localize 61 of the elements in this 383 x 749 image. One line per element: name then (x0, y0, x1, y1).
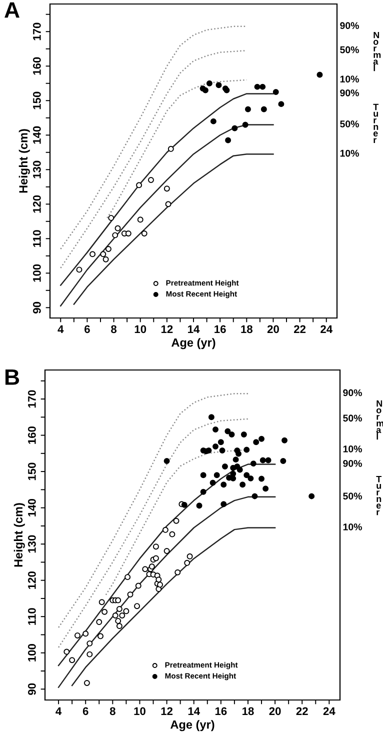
text: 90% (343, 460, 362, 467)
y-tick-label: 130 (32, 160, 41, 178)
x-tick-label: 24 (323, 707, 336, 715)
x-axis-title: Age (yr) (170, 720, 214, 732)
y-tick-label: 140 (32, 126, 41, 144)
text: Turner (376, 476, 382, 516)
x-tick-label: 12 (161, 707, 173, 715)
text: 90% (343, 389, 362, 396)
y-tick-label: 100 (28, 644, 36, 662)
x-axis-title: Age (yr) (171, 338, 216, 350)
x-tick-label: 4 (58, 325, 64, 333)
chart-title: B (5, 369, 20, 385)
text: 10% (340, 76, 359, 83)
y-tick-label: 170 (28, 390, 36, 408)
text: 10% (343, 523, 362, 530)
text: 50% (343, 492, 362, 500)
y-tick-label: 90 (32, 302, 41, 314)
text: 50% (340, 120, 359, 128)
x-tick-label: 12 (161, 325, 173, 333)
x-tick-label: 4 (56, 707, 62, 715)
y-tick-label: 120 (32, 195, 41, 213)
x-tick-label: 8 (110, 707, 116, 716)
y-axis-title: Height (cm) (14, 503, 25, 567)
y-tick-label: 150 (32, 92, 41, 110)
x-tick-label: 14 (188, 325, 200, 333)
x-tick-label: 16 (214, 325, 226, 334)
text: 50% (343, 414, 362, 422)
y-tick-label: 90 (28, 683, 36, 695)
x-tick-label: 18 (242, 707, 254, 716)
x-tick-label: 10 (134, 325, 146, 334)
x-tick-label: 18 (241, 325, 252, 334)
y-tick-label: 130 (28, 535, 36, 553)
y-tick-label: 170 (32, 22, 41, 40)
text: 10% (340, 150, 359, 157)
x-tick-label: 6 (84, 325, 90, 334)
x-tick-label: 6 (82, 707, 88, 716)
y-tick-label: 100 (32, 264, 41, 282)
y-tick-label: 110 (32, 230, 41, 247)
chart-title: A (4, 2, 20, 18)
x-tick-label: 10 (134, 707, 146, 716)
text: 90% (340, 22, 359, 30)
y-tick-label: 160 (28, 426, 36, 444)
x-tick-label: 20 (269, 707, 281, 716)
x-tick-label: 22 (294, 325, 306, 333)
x-tick-label: 8 (111, 325, 117, 334)
x-tick-label: 20 (267, 325, 279, 334)
text: 50% (340, 46, 359, 54)
x-tick-label: 24 (320, 325, 332, 333)
x-tick-label: 16 (215, 707, 227, 716)
x-tick-label: 14 (188, 707, 200, 715)
y-tick-label: 120 (28, 572, 36, 589)
text: 10% (343, 446, 362, 452)
y-tick-label: 150 (28, 462, 36, 480)
x-tick-label: 22 (296, 707, 308, 715)
y-tick-label: 110 (28, 608, 36, 625)
text: Turner (373, 104, 379, 143)
y-tick-label: 160 (32, 57, 41, 75)
y-axis-title: Height (cm) (18, 129, 30, 193)
text: 90% (340, 89, 359, 96)
text: Normal (373, 32, 381, 72)
y-tick-label: 140 (28, 498, 36, 516)
